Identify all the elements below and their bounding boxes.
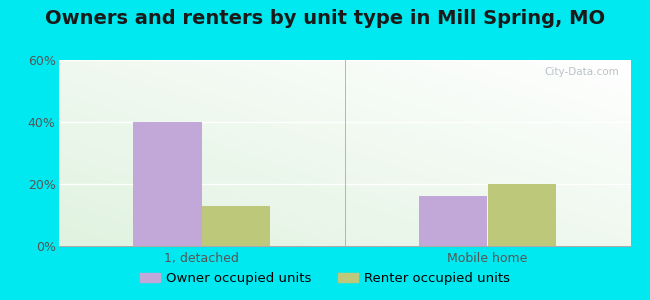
Legend: Owner occupied units, Renter occupied units: Owner occupied units, Renter occupied un… [135, 267, 515, 290]
Text: Owners and renters by unit type in Mill Spring, MO: Owners and renters by unit type in Mill … [45, 9, 605, 28]
Bar [419, 196, 488, 246]
Bar [133, 122, 202, 246]
Text: City-Data.com: City-Data.com [544, 68, 619, 77]
Bar [202, 206, 270, 246]
Bar [488, 184, 556, 246]
